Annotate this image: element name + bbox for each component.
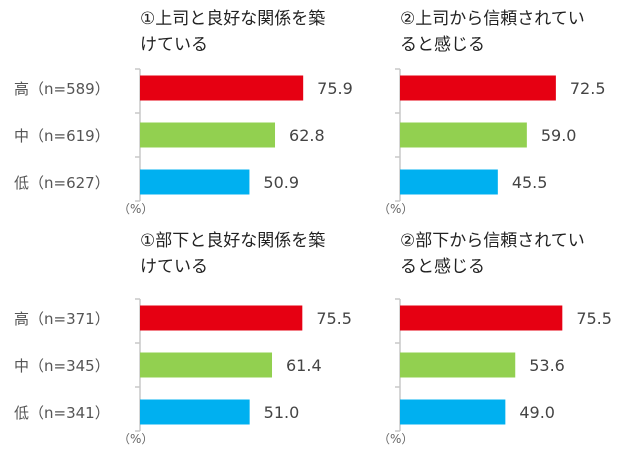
chart-1-title-line-1: ①上司と良好な関係を築 [140,9,325,29]
chart-4-value-label-3: 49.0 [519,403,555,422]
chart-3-value-label-1: 75.5 [316,309,352,328]
chart-4-value-label-2: 53.6 [529,356,565,375]
chart-3-category-label-3: 低（n=341） [14,404,110,422]
chart-4-bar-2 [400,352,516,378]
chart-3-title-line-1: ①部下と良好な関係を築 [140,231,325,251]
chart-4-unit-label: （%） [378,432,413,446]
chart-1-bar-3 [140,169,250,195]
chart-1-bar-2 [140,122,276,148]
chart-2-value-label-2: 59.0 [541,126,577,145]
chart-3-value-label-3: 51.0 [264,403,300,422]
chart-2-unit-label: （%） [378,202,413,216]
chart-2-value-label-3: 45.5 [512,173,548,192]
chart-1-category-label-3: 低（n=627） [14,174,110,192]
chart-1-value-label-2: 62.8 [289,126,325,145]
chart-4-title-line-1: ②部下から信頼されてい [400,231,585,251]
chart-4-value-label-1: 75.5 [576,309,612,328]
chart-3-unit-label: （%） [118,432,153,446]
chart-3-bar-2 [140,352,273,378]
chart-1-category-label-2: 中（n=619） [14,127,110,145]
chart-1-title-line-2: けている [140,35,208,55]
chart-1-bar-1 [140,75,304,101]
chart-1-value-label-3: 50.9 [263,173,299,192]
chart-3-category-label-2: 中（n=345） [14,357,110,375]
chart-3-value-label-2: 61.4 [286,356,322,375]
chart-2-bar-3 [400,169,498,195]
chart-4-bar-1 [400,305,563,331]
chart-4-title-line-2: ると感じる [400,257,485,277]
chart-2-title-line-2: ると感じる [400,35,485,55]
chart-2-bar-2 [400,122,527,148]
chart-3-bar-1 [140,305,303,331]
chart-1-unit-label: （%） [118,202,153,216]
chart-3-title-line-2: けている [140,257,208,277]
chart-3-category-label-1: 高（n=371） [14,310,110,328]
chart-2-title-line-1: ②上司から信頼されてい [400,9,585,29]
chart-1-category-label-1: 高（n=589） [14,80,110,98]
chart-3-bar-3 [140,399,250,425]
chart-4-bar-3 [400,399,506,425]
chart-1-value-label-1: 75.9 [317,79,353,98]
chart-2-value-label-1: 72.5 [570,79,606,98]
chart-2-bar-1 [400,75,556,101]
